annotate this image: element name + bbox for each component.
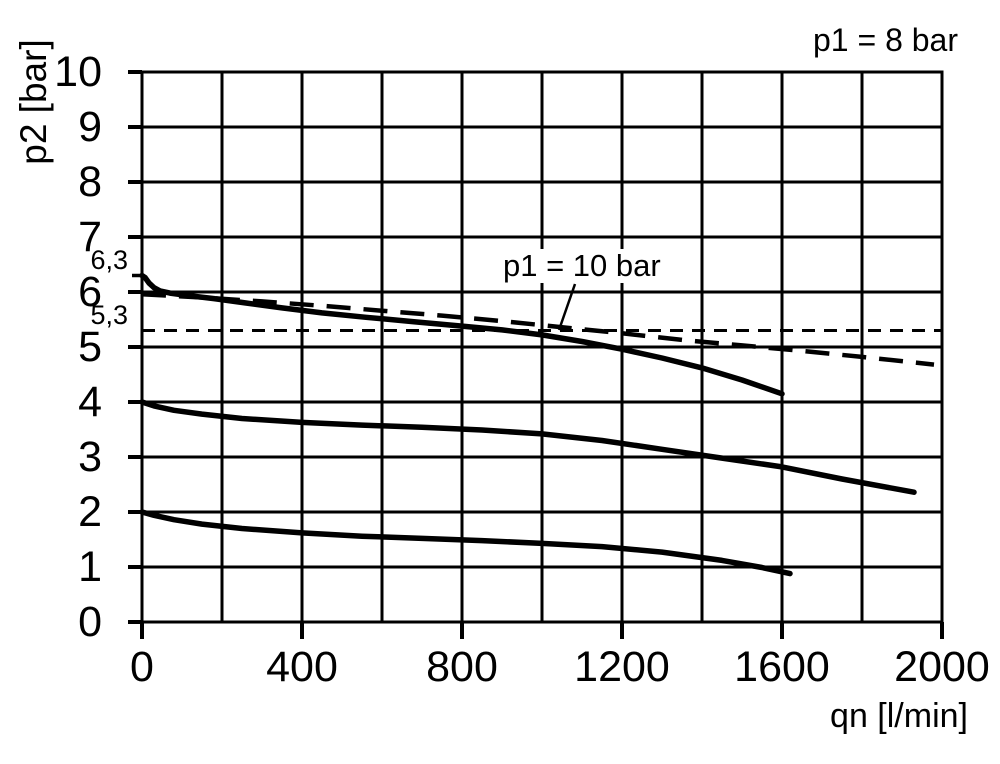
y-tick-label: 9 (78, 103, 102, 151)
x-tick-label: 1200 (574, 643, 670, 691)
series-curve (139, 272, 785, 397)
y-tick-label: 4 (78, 378, 102, 426)
x-tick-label: 800 (426, 643, 498, 691)
y-tick-label: 6 (78, 268, 102, 316)
y-special-label: 5,3 (90, 299, 128, 330)
x-axis-title: qn [l/min] (830, 697, 968, 735)
x-tick-label: 1600 (734, 643, 830, 691)
y-tick-label: 5 (78, 323, 102, 371)
y-tick-label: 1 (78, 543, 102, 591)
chart-title: p1 = 8 bar (813, 22, 958, 58)
y-tick-label: 3 (78, 433, 102, 481)
x-tick-label: 0 (130, 643, 154, 691)
y-tick-label: 2 (78, 488, 102, 536)
y-tick-label: 8 (78, 158, 102, 206)
x-tick-label: 400 (266, 643, 338, 691)
annotation-leader-line (557, 283, 577, 331)
annotation-p1-10bar: p1 = 10 bar (501, 248, 663, 283)
series-curve (139, 509, 793, 577)
y-axis-title: p2 [bar] (13, 39, 54, 165)
y-tick-label: 7 (78, 213, 102, 261)
y-special-label: 6,3 (90, 244, 128, 275)
y-tick-label: 0 (78, 598, 102, 646)
series-curve (139, 399, 917, 495)
y-tick-label: 10 (54, 48, 102, 96)
x-tick-label: 2000 (894, 643, 990, 691)
series-curve (141, 291, 935, 367)
